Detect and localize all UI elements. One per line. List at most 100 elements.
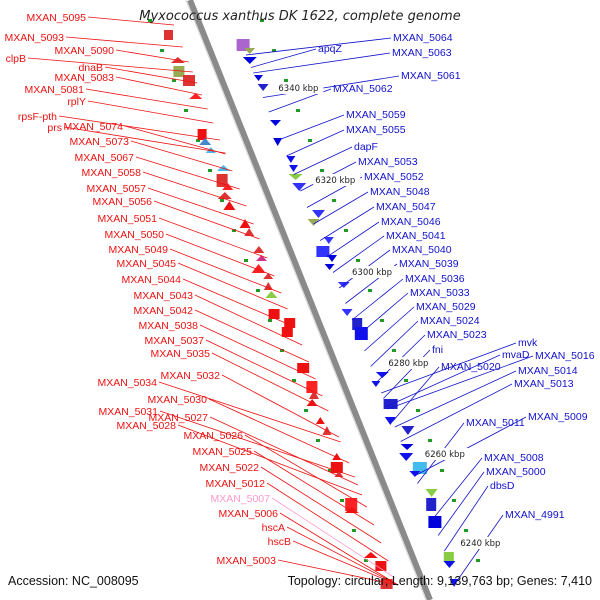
leader-line-left: [244, 434, 368, 508]
gene-arrow-right: [324, 264, 335, 270]
position-label-bg: [313, 174, 361, 186]
gene-label-left: MXAN_5037: [144, 335, 204, 347]
leader-line-left: [165, 233, 275, 277]
leader-line-left: [211, 352, 329, 412]
gene-label-right: dapF: [354, 141, 378, 153]
gene-label-left: MXAN_5006: [218, 508, 278, 520]
tick-mark-left: [292, 379, 296, 382]
leader-line-left: [177, 262, 288, 310]
gene-arrow-left: [222, 183, 234, 190]
tick-mark-right: [392, 349, 396, 352]
gene-block: [330, 462, 343, 473]
leader-line-right: [431, 457, 483, 521]
leader-line-right: [293, 146, 353, 175]
gene-arrow-right: [257, 84, 269, 91]
leader-line-left: [221, 374, 339, 438]
gene-label-left: MXAN_5058: [81, 167, 141, 179]
gene-arrow-right: [288, 174, 303, 180]
leader-line-right: [444, 485, 489, 552]
leader-line-left: [209, 416, 359, 486]
gene-label-right: MXAN_5039: [399, 258, 459, 270]
genome-backbone: [187, 0, 433, 600]
leader-line-left: [104, 66, 198, 84]
gene-arrow-right: [327, 255, 337, 262]
gene-arrow-left: [253, 246, 265, 253]
gene-arrow-right: [286, 156, 296, 163]
leader-line-left: [115, 49, 189, 63]
tick-mark-left: [340, 499, 344, 502]
gene-label-left: clpB: [6, 53, 26, 65]
tick-mark-right: [476, 559, 480, 562]
position-label: 6340 kbp: [278, 84, 318, 94]
leader-line-left: [130, 140, 233, 172]
gene-label-right: MXAN_5023: [427, 329, 487, 341]
tick-mark-right: [356, 259, 360, 262]
gene-label-left: MXAN_5026: [183, 430, 243, 442]
leader-line-right: [250, 48, 317, 68]
leader-line-right: [381, 342, 517, 394]
gene-arrow-right: [289, 165, 298, 172]
leader-line-left: [153, 200, 260, 240]
gene-label-right: MXAN_5011: [466, 417, 525, 429]
gene-label-right: MXAN_5020: [441, 361, 501, 373]
leader-line-left: [87, 100, 214, 124]
gene-arrow-right: [409, 471, 421, 477]
leader-line-left: [286, 526, 399, 586]
gene-label-right: MXAN_5046: [381, 216, 441, 228]
gene-block: [297, 363, 310, 373]
gene-label-left: MXAN_5032: [160, 370, 220, 382]
gene-label-left: MXAN_5042: [133, 305, 193, 317]
gene-label-right: MXAN_5055: [346, 124, 406, 136]
gene-block: [426, 498, 437, 511]
tick-mark-right: [284, 79, 288, 82]
topology-text: Topology: circular; Length: 9,139,763 bp…: [287, 574, 592, 588]
tick-mark-left: [208, 169, 212, 172]
gene-arrow-left: [309, 390, 319, 399]
leader-line-right: [437, 471, 485, 536]
gene-label-left: MXAN_5051: [97, 213, 157, 225]
tick-mark-left: [184, 109, 188, 112]
tick-mark-right: [464, 529, 468, 532]
label-layer: MXAN_5095MXAN_5093MXAN_5090clpBdnaBMXAN_…: [4, 12, 594, 567]
leader-line-left: [292, 540, 399, 586]
gene-arrow-left: [263, 282, 273, 290]
leader-line-right: [332, 235, 385, 273]
leader-line-left: [27, 57, 193, 73]
tick-mark-left: [160, 49, 164, 52]
gene-label-right: MXAN_5008: [484, 452, 544, 464]
gene-label-left: MXAN_5081: [24, 84, 84, 96]
gene-arrow-right: [401, 426, 415, 435]
tick-mark-left: [232, 229, 236, 232]
gene-label-right: MXAN_5014: [518, 365, 578, 377]
leader-line-left: [135, 156, 240, 190]
gene-arrow-left: [251, 264, 266, 273]
gene-arrow-right: [400, 444, 414, 450]
gene-block: [383, 399, 398, 409]
gene-label-left: rplY: [67, 96, 86, 108]
tick-mark-left: [244, 259, 248, 262]
leader-line-left: [260, 466, 382, 544]
gene-label-left: MXAN_5025: [192, 446, 252, 458]
gene-label-right: MXAN_5048: [370, 186, 430, 198]
gene-block: [306, 381, 318, 393]
gene-label-left: MXAN_5057: [86, 183, 146, 195]
gene-label-right: MXAN_5052: [364, 171, 424, 183]
tick-mark-right: [308, 139, 312, 142]
gene-arrow-right: [399, 453, 414, 461]
gene-label-right: MXAN_5013: [514, 378, 574, 390]
gene-arrow-left: [239, 219, 251, 228]
position-label-layer: 6340 kbp 6320 kbp 6300 kbp 6280 kbp 6260 kbp…: [276, 82, 506, 549]
leader-line-right: [370, 320, 419, 367]
gene-label-right: MXAN_5041: [386, 230, 446, 242]
leader-line-right: [394, 370, 517, 428]
leader-line-left: [58, 115, 221, 141]
gene-label-right: dbsD: [490, 480, 515, 492]
gene-label-right: fni: [432, 344, 443, 356]
leader-line-left: [194, 294, 303, 346]
tick-mark-right: [320, 169, 324, 172]
gene-label-left: MXAN_5034: [97, 377, 157, 389]
gene-label-left: MXAN_5073: [69, 136, 129, 148]
leader-line-right: [313, 191, 369, 225]
gene-block: [375, 561, 387, 571]
